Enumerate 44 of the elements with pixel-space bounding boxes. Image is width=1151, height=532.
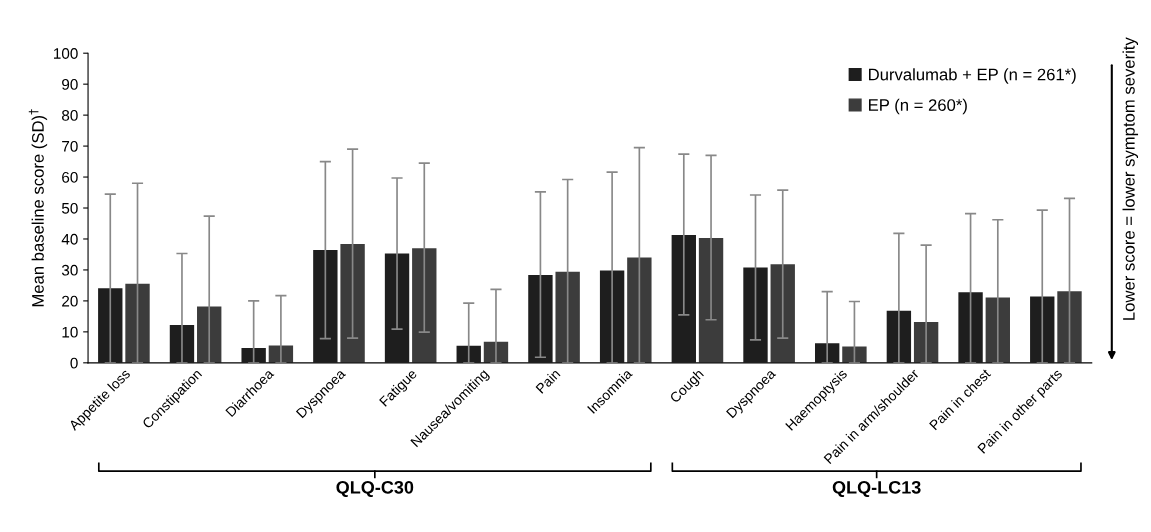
y-tick-label: 20 [62, 295, 78, 307]
bar [1057, 291, 1082, 363]
bar [671, 234, 696, 363]
bar [886, 310, 912, 363]
bar [412, 248, 437, 363]
bar [313, 250, 338, 363]
y-tick-label: 90 [62, 79, 78, 90]
bar [743, 267, 768, 363]
bar [98, 288, 123, 363]
text: Lower score = lower symptom severity [1122, 37, 1139, 320]
y-tick-label: 0 [70, 357, 78, 369]
bar [528, 274, 553, 363]
bar [842, 346, 867, 363]
bar [815, 343, 840, 363]
y-tick-label: 50 [61, 202, 78, 214]
bar [770, 264, 795, 363]
bar [985, 297, 1010, 363]
bar [958, 292, 983, 363]
legend-label: Durvalumab + EP (n = 261*) [869, 68, 1076, 84]
bar [169, 325, 195, 363]
y-tick-label: 10 [62, 326, 78, 338]
text: QLQ-LC13 [832, 480, 921, 498]
bar [268, 345, 294, 363]
y-tick-label: 40 [61, 233, 78, 245]
y-axis-title: Mean baseline score (SD)$^{†}$ [28, 109, 48, 307]
bar [340, 243, 365, 363]
bar [698, 238, 724, 363]
text: QLQ-C30 [336, 480, 414, 498]
bar [1030, 296, 1055, 363]
bar [197, 306, 222, 363]
y-tick-label: 60 [62, 171, 78, 183]
bar [599, 270, 625, 363]
bar [913, 321, 939, 363]
bar [384, 253, 410, 363]
x-tick-label: Pain [535, 368, 561, 394]
bar [125, 283, 150, 363]
bar [627, 257, 652, 363]
bar [241, 347, 266, 363]
bar [555, 271, 580, 363]
legend-label: EP (n = 260*) [869, 98, 967, 115]
y-tick-label: 70 [62, 140, 78, 152]
y-tick-label: 80 [62, 109, 78, 121]
y-tick-label: 100 [54, 48, 78, 59]
y-tick-label: 30 [61, 264, 78, 276]
